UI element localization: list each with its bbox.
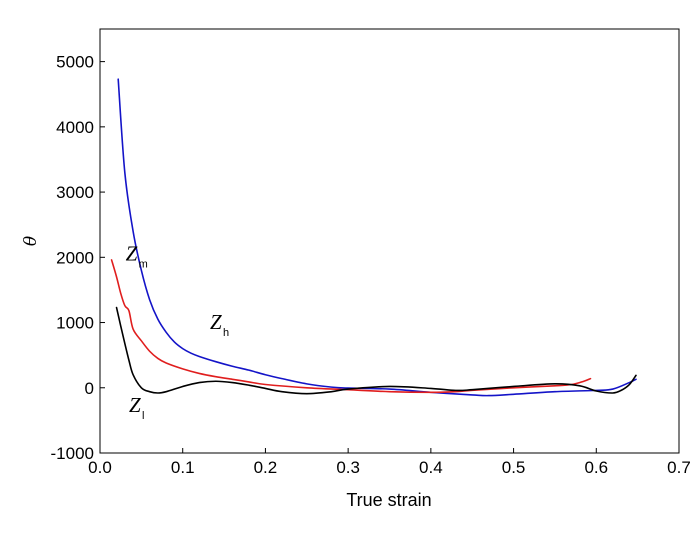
y-tick-label: -1000 xyxy=(51,444,94,463)
x-tick-label: 0.5 xyxy=(502,458,526,477)
annotation-letter: Z xyxy=(210,310,222,334)
plot-frame xyxy=(99,28,680,454)
series-line-z-l xyxy=(115,306,637,395)
x-tick-label: 0.6 xyxy=(584,458,608,477)
x-tick-label: 0.4 xyxy=(419,458,443,477)
y-tick-label: 5000 xyxy=(56,53,94,72)
x-tick-label: 0.3 xyxy=(336,458,360,477)
y-tick-label: 4000 xyxy=(56,118,94,137)
annotation-letter: Z xyxy=(126,242,138,266)
y-tick-label: 2000 xyxy=(56,248,94,267)
annotation-subscript: h xyxy=(223,327,229,339)
series-lines xyxy=(110,78,637,397)
x-axis-title: True strain xyxy=(346,490,431,510)
y-tick-label: 1000 xyxy=(56,314,94,333)
series-line-z-h xyxy=(117,78,637,397)
x-tick-label: 0.7 xyxy=(667,458,691,477)
series-line-z-m xyxy=(110,259,592,394)
x-tick-label: 0.0 xyxy=(88,458,112,477)
annotation-subscript: m xyxy=(139,259,148,271)
y-tick-label: 0 xyxy=(85,379,94,398)
annotation-letter: Z xyxy=(129,393,141,417)
y-tick-label: 3000 xyxy=(56,183,94,202)
x-tick-label: 0.2 xyxy=(254,458,278,477)
tick-labels: 0.0 0.1 0.2 0.3 0.4 0.5 0.6 0.7 -1000 0 1000 2000 30… xyxy=(51,53,691,477)
annotation-subscript: l xyxy=(142,410,144,422)
x-tick-label: 0.1 xyxy=(171,458,195,477)
y-axis-title: θ xyxy=(21,236,41,246)
axis-ticks xyxy=(99,61,680,454)
